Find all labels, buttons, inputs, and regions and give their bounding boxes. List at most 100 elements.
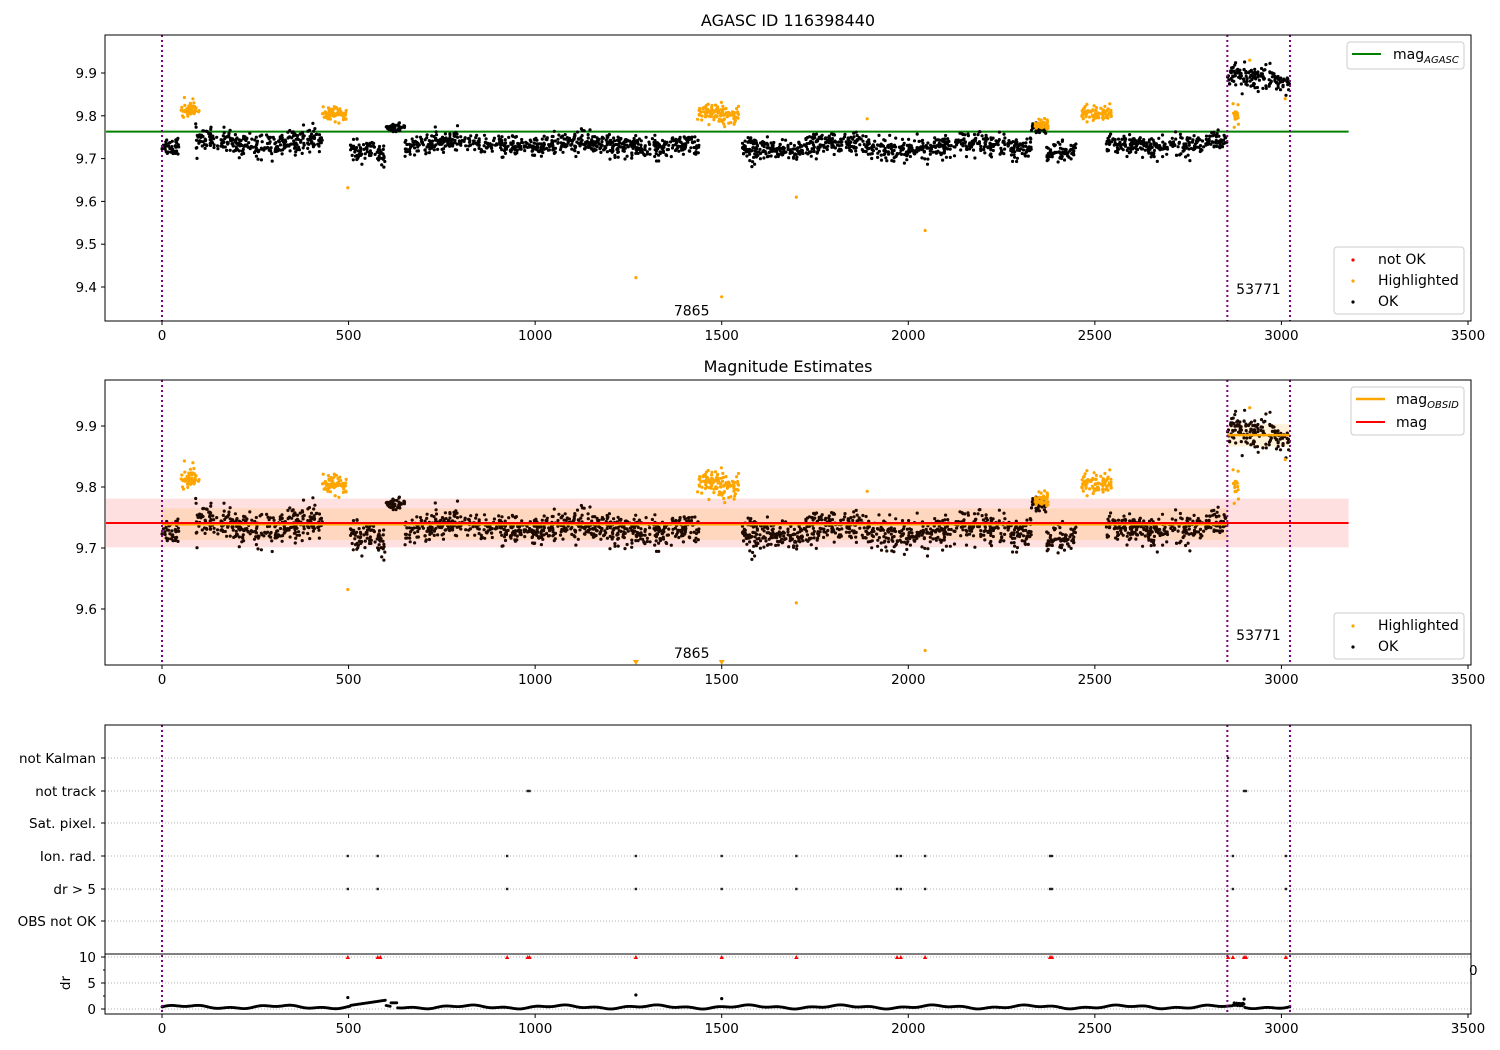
ok-point bbox=[976, 133, 980, 137]
highlighted-point bbox=[1082, 106, 1086, 110]
ok-point bbox=[694, 531, 699, 536]
highlighted-point bbox=[191, 97, 195, 101]
ok-point bbox=[894, 517, 898, 521]
ok-point bbox=[241, 150, 245, 154]
ok-point bbox=[928, 540, 932, 544]
ok-point bbox=[617, 139, 621, 143]
ok-point bbox=[444, 136, 448, 140]
ok-point bbox=[678, 144, 682, 148]
ok-point bbox=[1165, 540, 1169, 544]
ok-point bbox=[984, 133, 988, 137]
ok-point bbox=[777, 533, 782, 537]
ok-point bbox=[403, 154, 407, 158]
ok-point bbox=[1242, 67, 1246, 72]
ok-point bbox=[1231, 65, 1235, 69]
ok-point bbox=[216, 532, 220, 536]
ok-point bbox=[424, 538, 428, 542]
ok-point bbox=[507, 135, 511, 139]
ok-point bbox=[972, 512, 977, 516]
ok-point bbox=[751, 525, 756, 529]
ok-point bbox=[616, 150, 620, 154]
ok-point bbox=[870, 528, 875, 532]
ok-point bbox=[979, 532, 983, 536]
ok-point bbox=[870, 144, 875, 148]
ok-point bbox=[382, 144, 386, 148]
ok-point bbox=[404, 536, 408, 540]
ok-point bbox=[594, 533, 598, 538]
ok-point bbox=[1107, 140, 1112, 144]
ok-point bbox=[204, 526, 208, 531]
ok-point bbox=[535, 148, 539, 152]
ok-point bbox=[369, 153, 373, 157]
ok-point bbox=[888, 513, 892, 517]
ok-point bbox=[952, 542, 957, 546]
highlighted-point bbox=[1094, 106, 1098, 110]
ok-point bbox=[968, 528, 972, 533]
ok-point bbox=[586, 530, 591, 534]
ok-point bbox=[244, 138, 248, 142]
ok-point bbox=[382, 165, 386, 169]
ok-point bbox=[377, 157, 381, 161]
ok-point bbox=[1069, 147, 1073, 151]
ok-point bbox=[681, 527, 685, 531]
ok-point bbox=[694, 152, 698, 156]
ok-point bbox=[1255, 71, 1259, 76]
ok-point bbox=[1116, 518, 1121, 522]
ok-point bbox=[1025, 137, 1029, 141]
panel-title-magnitude-estimates: Magnitude Estimates bbox=[704, 357, 873, 376]
ok-point bbox=[817, 137, 821, 141]
ok-point bbox=[775, 539, 780, 544]
ok-point bbox=[599, 537, 603, 541]
ok-point bbox=[1045, 159, 1049, 163]
ok-point bbox=[1029, 137, 1033, 141]
ok-point bbox=[434, 508, 438, 512]
ok-point bbox=[443, 132, 447, 136]
ok-point bbox=[263, 146, 267, 150]
highlighted-point bbox=[1033, 124, 1037, 128]
ok-point bbox=[591, 526, 595, 531]
ok-point bbox=[837, 147, 842, 151]
ok-point bbox=[813, 136, 817, 140]
ok-point bbox=[580, 138, 584, 142]
ok-point bbox=[208, 527, 212, 531]
ok-point bbox=[1104, 142, 1108, 146]
ok-point bbox=[832, 145, 836, 149]
ok-point bbox=[408, 540, 412, 544]
ok-point bbox=[1013, 536, 1017, 540]
ok-point bbox=[760, 143, 765, 147]
ok-point bbox=[446, 139, 450, 143]
ok-point bbox=[202, 129, 206, 133]
ok-point bbox=[1007, 142, 1011, 146]
ok-point bbox=[989, 137, 993, 142]
ok-point bbox=[795, 155, 799, 159]
ok-point bbox=[1063, 150, 1067, 154]
ok-point bbox=[279, 534, 283, 538]
ok-point bbox=[667, 143, 671, 147]
ok-point bbox=[655, 144, 659, 148]
ok-point bbox=[270, 549, 274, 554]
ok-point bbox=[764, 539, 768, 543]
ok-point bbox=[625, 542, 629, 547]
legend-label-not-ok: not OK bbox=[1378, 252, 1426, 268]
ok-point bbox=[681, 152, 686, 156]
ok-point bbox=[588, 128, 592, 132]
ok-point bbox=[1025, 518, 1029, 522]
ok-point bbox=[559, 516, 563, 520]
highlighted-point bbox=[1231, 111, 1236, 115]
ok-point bbox=[454, 509, 458, 513]
ok-point bbox=[830, 518, 835, 522]
ok-point bbox=[415, 135, 419, 139]
ok-point bbox=[901, 533, 905, 537]
highlighted-point bbox=[323, 111, 327, 115]
ok-point bbox=[942, 147, 946, 151]
ok-point bbox=[754, 544, 759, 548]
ok-point bbox=[902, 161, 907, 165]
ok-point bbox=[879, 158, 884, 162]
ok-point bbox=[671, 138, 675, 143]
ok-point bbox=[257, 534, 261, 538]
ok-point bbox=[623, 547, 627, 551]
ok-point bbox=[659, 150, 664, 154]
ok-point bbox=[827, 516, 831, 520]
ok-point bbox=[606, 135, 610, 139]
